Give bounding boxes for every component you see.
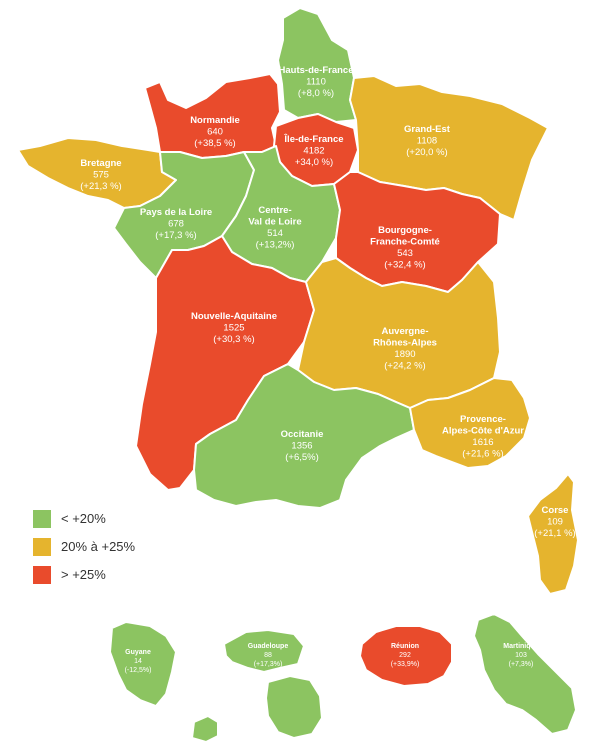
- region-value-normandie: 640: [207, 127, 223, 138]
- region-label-centre-val-de-loire: Centre-Val de Loire 514 (+13,2%): [248, 205, 301, 251]
- region-name-paca: Alpes-Côte d'Azur: [442, 426, 524, 437]
- region-label-martinique: Martinique 103 (+7,3%): [503, 643, 538, 668]
- region-label-pays-de-la-loire: Pays de la Loire 678 (+17,3 %): [140, 207, 212, 241]
- region-label-normandie: Normandie 640 (+38,5 %): [190, 115, 240, 149]
- region-paca: [409, 377, 531, 469]
- legend-label-high: > +25%: [61, 567, 106, 582]
- region-label-hauts-de-france: Hauts-de-France 1110 (+8,0 %): [279, 65, 354, 99]
- region-value-grand-est: 1108: [417, 136, 437, 147]
- region-name-normandie: Normandie: [190, 115, 240, 126]
- region-change-martinique: (+7,3%): [509, 661, 534, 668]
- region-change-grand-est: (+20,0 %): [406, 147, 447, 158]
- region-guadeloupe: [191, 629, 323, 743]
- region-label-reunion: Réunion 292 (+33,9%): [391, 643, 420, 668]
- region-reunion: [359, 625, 453, 687]
- legend-item-low: < +20%: [33, 508, 233, 536]
- region-name-corse: Corse: [542, 505, 569, 516]
- region-name-paca: Provence-: [460, 414, 506, 425]
- region-label-bretagne: Bretagne 575 (+21,3 %): [80, 158, 121, 192]
- region-name-martinique: Martinique: [503, 643, 538, 650]
- region-change-corse: (+21,1 %): [534, 528, 575, 539]
- region-change-reunion: (+33,9%): [391, 661, 420, 668]
- region-name-centre-val-de-loire: Centre-: [258, 205, 291, 216]
- region-change-bourgogne-franche-comte: (+32,4 %): [384, 260, 425, 271]
- region-name-bretagne: Bretagne: [80, 158, 121, 169]
- legend-label-low: < +20%: [61, 511, 106, 526]
- legend-swatch-mid: [33, 538, 51, 556]
- region-hauts-de-france: [277, 7, 357, 123]
- region-name-centre-val-de-loire: Val de Loire: [248, 217, 301, 228]
- region-label-paca: Provence-Alpes-Côte d'Azur 1616 (+21,6 %): [442, 414, 524, 460]
- region-name-bourgogne-franche-comte: Franche-Comté: [370, 237, 440, 248]
- region-label-occitanie: Occitanie 1356 (+6,5%): [281, 429, 324, 463]
- region-value-auvergne-rhone-alpes: 1890: [394, 349, 415, 360]
- region-label-guyane: Guyane 14 (-12,5%): [125, 649, 152, 674]
- region-occitanie: [193, 363, 415, 509]
- region-change-pays-de-la-loire: (+17,3 %): [155, 230, 196, 241]
- region-value-martinique: 103: [515, 652, 527, 659]
- legend-label-mid: 20% à +25%: [61, 539, 136, 554]
- region-name-hauts-de-france: Hauts-de-France: [279, 65, 354, 76]
- region-name-pays-de-la-loire: Pays de la Loire: [140, 207, 212, 218]
- region-change-auvergne-rhone-alpes: (+24,2 %): [384, 361, 425, 372]
- region-change-occitanie: (+6,5%): [285, 452, 319, 463]
- region-change-guyane: (-12,5%): [125, 667, 152, 674]
- region-value-guadeloupe: 88: [264, 652, 272, 659]
- region-name-bourgogne-franche-comte: Bourgogne-: [378, 225, 432, 236]
- region-label-auvergne-rhone-alpes: Auvergne-Rhônes-Alpes 1890 (+24,2 %): [373, 326, 437, 372]
- region-value-corse: 109: [547, 517, 563, 528]
- region-label-guadeloupe: Guadeloupe 88 (+17,3%): [248, 643, 289, 668]
- region-name-guadeloupe: Guadeloupe: [248, 643, 289, 650]
- region-label-ile-de-france: Île-de-France 4182 +34,0 %): [283, 133, 343, 168]
- region-name-reunion: Réunion: [391, 643, 419, 650]
- region-corse: [527, 473, 579, 595]
- region-name-auvergne-rhone-alpes: Auvergne-: [382, 326, 429, 337]
- legend: < +20% 20% à +25% > +25%: [33, 508, 233, 592]
- region-change-hauts-de-france: (+8,0 %): [298, 88, 334, 99]
- region-change-guadeloupe: (+17,3%): [254, 661, 283, 668]
- region-change-nouvelle-aquitaine: (+30,3 %): [213, 334, 254, 345]
- region-change-paca: (+21,6 %): [462, 449, 503, 460]
- region-label-nouvelle-aquitaine: Nouvelle-Aquitaine 1525 (+30,3 %): [191, 311, 277, 345]
- legend-item-mid: 20% à +25%: [33, 536, 233, 564]
- legend-item-high: > +25%: [33, 564, 233, 592]
- region-value-centre-val-de-loire: 514: [267, 228, 283, 239]
- region-value-hauts-de-france: 1110: [306, 77, 326, 88]
- region-name-ile-de-france: Île-de-France: [283, 133, 343, 145]
- region-value-pays-de-la-loire: 678: [168, 219, 184, 230]
- region-value-ile-de-france: 4182: [303, 146, 324, 157]
- region-label-grand-est: Grand-Est 1108 (+20,0 %): [404, 124, 451, 158]
- region-name-auvergne-rhone-alpes: Rhônes-Alpes: [373, 338, 437, 349]
- region-name-guyane: Guyane: [125, 649, 151, 656]
- region-change-normandie: (+38,5 %): [194, 138, 235, 149]
- region-change-bretagne: (+21,3 %): [80, 181, 121, 192]
- region-change-centre-val-de-loire: (+13,2%): [256, 240, 295, 251]
- region-martinique: [473, 613, 577, 735]
- legend-swatch-high: [33, 566, 51, 584]
- region-value-guyane: 14: [134, 658, 142, 665]
- region-value-occitanie: 1356: [291, 441, 312, 452]
- region-value-reunion: 292: [399, 652, 411, 659]
- region-label-corse: Corse 109 (+21,1 %): [534, 505, 575, 539]
- region-guyane: [109, 621, 177, 707]
- region-value-bourgogne-franche-comte: 543: [397, 248, 413, 259]
- region-value-paca: 1616: [472, 437, 493, 448]
- region-name-occitanie: Occitanie: [281, 429, 324, 440]
- region-name-grand-est: Grand-Est: [404, 124, 451, 135]
- legend-swatch-low: [33, 510, 51, 528]
- region-name-nouvelle-aquitaine: Nouvelle-Aquitaine: [191, 311, 277, 322]
- region-change-ile-de-france: +34,0 %): [295, 157, 333, 168]
- region-value-nouvelle-aquitaine: 1525: [223, 323, 244, 334]
- region-value-bretagne: 575: [93, 170, 109, 181]
- region-label-bourgogne-franche-comte: Bourgogne-Franche-Comté 543 (+32,4 %): [370, 225, 440, 271]
